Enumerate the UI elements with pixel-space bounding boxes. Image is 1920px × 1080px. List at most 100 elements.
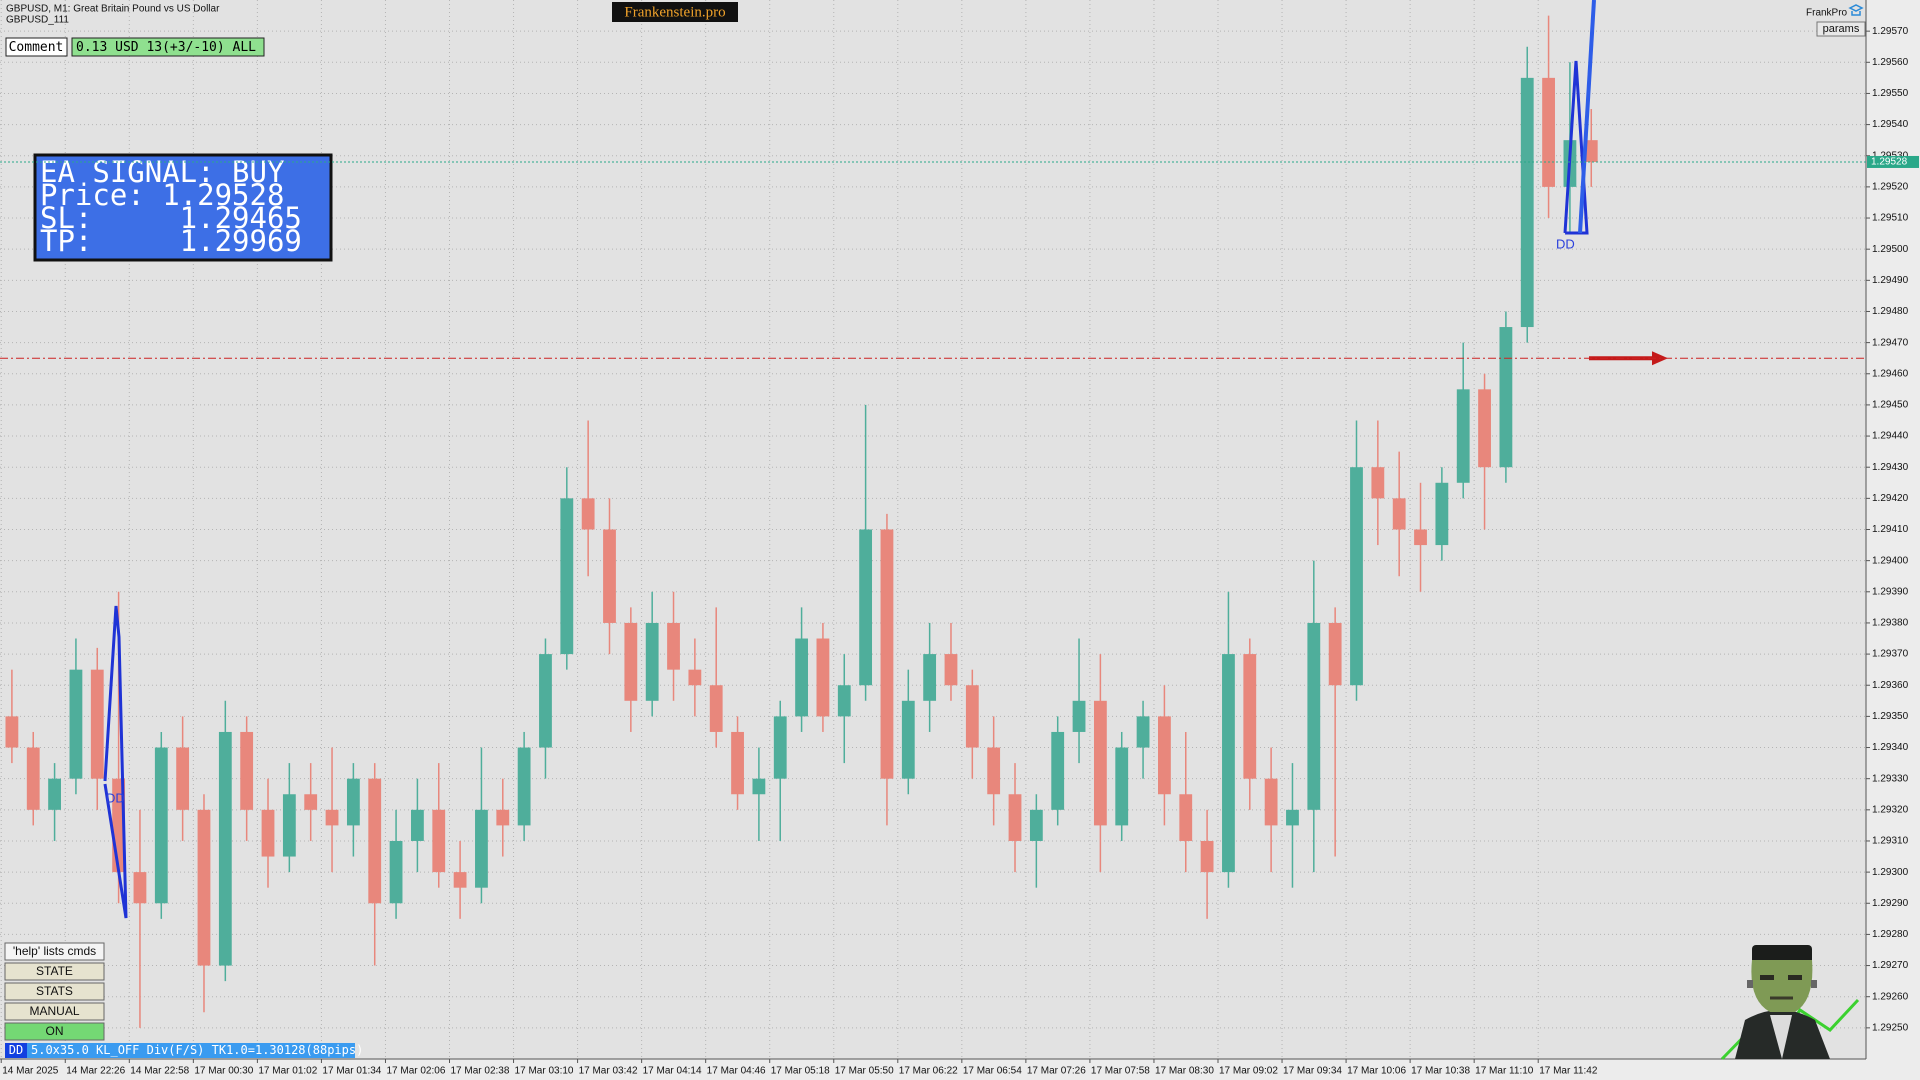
candle-body: [1286, 809, 1299, 826]
x-tick-label: 17 Mar 01:34: [322, 1066, 381, 1077]
y-tick-label: 1.29510: [1872, 213, 1909, 224]
candle-body: [560, 498, 574, 655]
pattern-shape: [103, 605, 128, 919]
y-tick-label: 1.29320: [1872, 804, 1909, 815]
candle-body: [1072, 700, 1086, 732]
candle-body: [517, 747, 531, 826]
candle-body: [1584, 140, 1598, 162]
candle-body: [645, 622, 659, 701]
candle-body: [1222, 654, 1235, 873]
button[interactable]: [4, 1022, 105, 1041]
price-label: 1.29528: [1871, 157, 1908, 168]
candle-body: [304, 794, 318, 810]
button[interactable]: [4, 1002, 105, 1021]
candle-body: [1542, 77, 1555, 187]
candle-body: [133, 872, 147, 904]
x-tick-label: 17 Mar 00:30: [194, 1066, 253, 1077]
x-tick-label: 17 Mar 04:46: [707, 1066, 766, 1077]
candles: [5, 15, 1598, 1028]
x-tick-label: 17 Mar 06:54: [963, 1066, 1022, 1077]
candle-body: [475, 809, 488, 888]
time-axis: [0, 1059, 1866, 1080]
candle-body: [1435, 482, 1449, 546]
candle-body: [1307, 622, 1321, 810]
x-tick-label: 17 Mar 09:34: [1283, 1066, 1342, 1077]
y-tick-label: 1.29390: [1872, 586, 1909, 597]
y-tick-label: 1.29340: [1872, 742, 1909, 753]
candle-body: [795, 638, 808, 717]
candle-body: [1093, 700, 1107, 826]
button[interactable]: [4, 962, 105, 981]
candle-body: [923, 654, 937, 701]
y-tick-label: 1.29250: [1872, 1022, 1909, 1033]
candle-body: [752, 778, 766, 795]
button[interactable]: [4, 982, 105, 1001]
candle-body: [411, 809, 424, 841]
candle-body: [176, 747, 190, 810]
candle-body: [539, 654, 552, 748]
comment-value-box: [71, 37, 265, 57]
y-tick-label: 1.29420: [1872, 493, 1909, 504]
x-tick-label: 17 Mar 05:50: [835, 1066, 894, 1077]
candle-body: [154, 747, 168, 904]
x-tick-label: 14 Mar 2025: [2, 1066, 59, 1077]
x-tick-label: 17 Mar 07:26: [1027, 1066, 1086, 1077]
comment-label-box: [5, 37, 68, 57]
candle-body: [603, 529, 616, 623]
signal-line: EA SIGNAL: BUY: [40, 155, 284, 189]
candle-body: [432, 809, 446, 873]
y-tick-label: 1.29270: [1872, 960, 1909, 971]
brand-icon: [1848, 4, 1864, 16]
y-tick-label: 1.29550: [1872, 88, 1909, 99]
candle-body: [773, 716, 787, 779]
button[interactable]: [4, 942, 105, 961]
candle-body: [1115, 747, 1129, 826]
y-tick-label: 1.29310: [1872, 836, 1909, 847]
button-text[interactable]: 'help' lists cmds: [13, 944, 96, 958]
candle-body: [1371, 467, 1385, 499]
button-text[interactable]: ON: [46, 1024, 64, 1038]
button-text[interactable]: MANUAL: [29, 1004, 79, 1018]
candle-body: [1008, 794, 1022, 841]
brand-banner: [612, 2, 738, 22]
x-tick-label: 17 Mar 03:42: [579, 1066, 638, 1077]
y-tick-label: 1.29560: [1872, 57, 1909, 68]
candle-body: [389, 840, 403, 904]
params-button[interactable]: [1816, 21, 1866, 37]
candle-body: [987, 747, 1001, 795]
button-text[interactable]: STATE: [36, 964, 73, 978]
candle-body: [368, 778, 382, 904]
pattern-shape: [1563, 60, 1589, 235]
x-tick-label: 17 Mar 09:02: [1219, 1066, 1278, 1077]
candle-body: [240, 731, 254, 810]
candle-body: [346, 778, 360, 826]
candle-body: [48, 778, 61, 810]
x-tick-label: 17 Mar 06:22: [899, 1066, 958, 1077]
candle-body: [1478, 389, 1491, 468]
y-tick-label: 1.29400: [1872, 555, 1909, 566]
candle-body: [69, 669, 83, 779]
y-tick-label: 1.29570: [1872, 26, 1909, 37]
candle-body: [965, 685, 979, 748]
candle-body: [1264, 778, 1278, 826]
button-text[interactable]: STATS: [36, 984, 73, 998]
buttons: 'help' lists cmds STATE STATS MANUAL ON: [4, 942, 105, 1041]
x-tick-label: 17 Mar 04:14: [643, 1066, 702, 1077]
x-tick-label: 17 Mar 01:02: [258, 1066, 317, 1077]
candle-body: [5, 716, 19, 748]
y-tick-label: 1.29530: [1872, 150, 1909, 161]
status-tag-box: [5, 1043, 27, 1058]
candle-body: [282, 794, 296, 857]
candle-body: [1243, 654, 1257, 779]
candle-body: [1392, 498, 1406, 530]
candle-body: [1179, 794, 1193, 841]
candle-body: [261, 809, 275, 857]
x-tick-label: 17 Mar 08:30: [1155, 1066, 1214, 1077]
x-tick-label: 17 Mar 07:58: [1091, 1066, 1150, 1077]
candle-body: [1051, 731, 1065, 810]
y-tick-label: 1.29450: [1872, 400, 1909, 411]
mascot: [1720, 945, 1860, 1061]
signal-line: Price: 1.29528: [40, 178, 284, 212]
x-tick-label: 17 Mar 02:06: [386, 1066, 445, 1077]
params-button-text[interactable]: params: [1823, 23, 1860, 35]
